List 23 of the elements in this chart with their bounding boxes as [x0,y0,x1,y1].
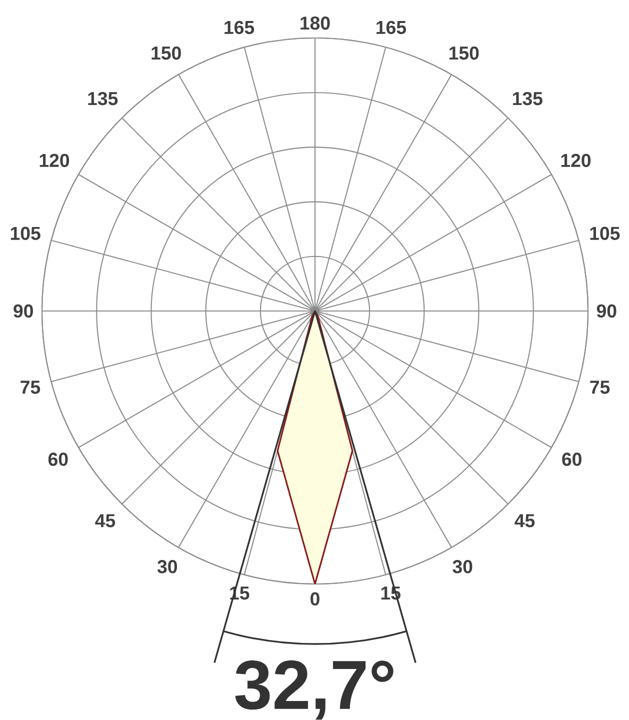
spoke-label: 60 [562,452,582,466]
spoke-label: 150 [449,46,479,60]
spoke-label: 105 [590,226,620,240]
spoke-label: 75 [590,380,610,394]
spoke-label: 60 [48,452,68,466]
spoke-label: 165 [224,20,254,34]
spoke-label: 105 [10,226,40,240]
spoke-label: 120 [561,154,591,168]
spoke-label: 90 [596,304,616,318]
spoke-label: 165 [376,20,406,34]
spoke-label: 150 [152,46,181,60]
spoke-label: 135 [513,92,542,106]
spoke-label: 30 [452,560,472,574]
spoke-label: 45 [95,514,116,528]
spoke-label: 135 [88,92,118,106]
spoke-label: 0 [310,592,320,606]
spoke-label: 45 [514,514,535,528]
spoke-label: 90 [14,304,33,318]
text: 32,7° [235,660,394,720]
spoke-label: 180 [300,16,330,30]
spoke-label: 30 [157,560,177,574]
spoke-label: 120 [40,154,70,168]
spoke-label: 75 [20,380,40,394]
